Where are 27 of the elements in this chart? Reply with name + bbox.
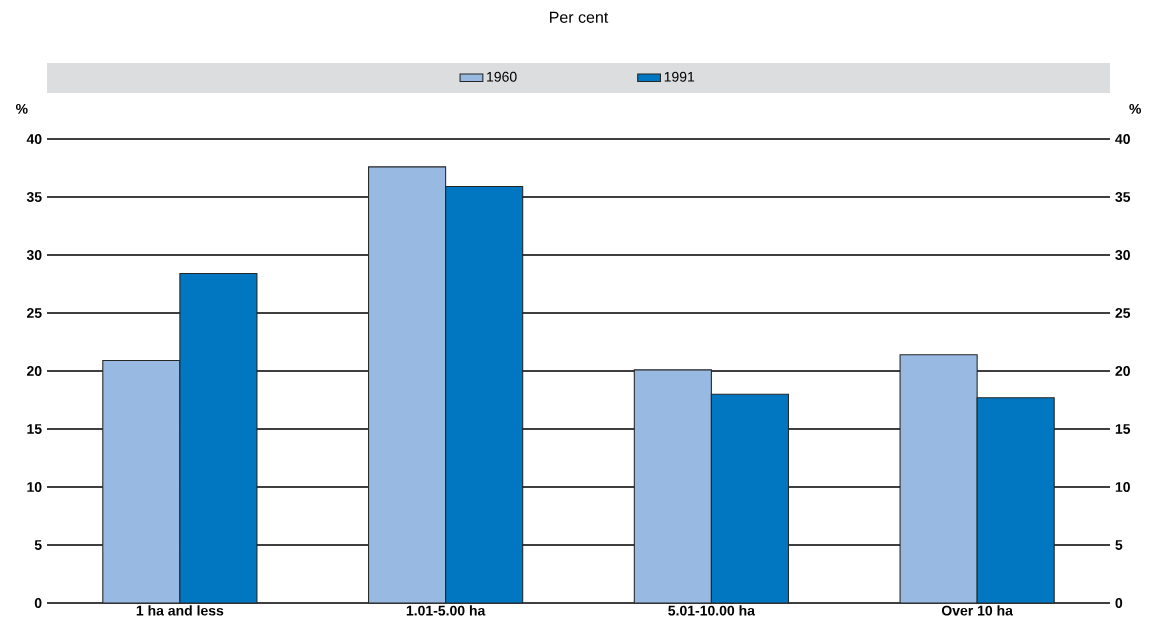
y-tick-label: 30 — [26, 250, 42, 260]
x-tick-label: Over 10 ha — [941, 605, 1013, 616]
y2-tick-label: 5 — [1115, 540, 1123, 550]
x-tick-label: 1 ha and less — [136, 605, 224, 616]
y-tick-label: 40 — [26, 134, 42, 144]
y2-tick-label: 15 — [1115, 424, 1131, 434]
y-tick-label: 35 — [26, 192, 42, 202]
y2-tick-label: 20 — [1115, 366, 1130, 376]
y2-tick-label: 10 — [1115, 482, 1130, 492]
x-tick-label: 1.01-5.00 ha — [406, 605, 486, 616]
y2-tick-label: 35 — [1115, 192, 1131, 202]
x-tick-label: 5.01-10.00 ha — [668, 605, 756, 616]
y-tick-label: 25 — [26, 308, 42, 318]
y-tick-label: 15 — [27, 424, 42, 434]
legend-label: 1991 — [664, 71, 695, 82]
y2-axis-title: % — [1129, 103, 1142, 114]
y-tick-label: 20 — [26, 366, 42, 376]
y2-tick-label: 30 — [1115, 250, 1130, 260]
y2-tick-label: 25 — [1115, 308, 1131, 318]
y-axis-title: % — [15, 103, 28, 114]
y-tick-label: 5 — [34, 540, 42, 550]
y-tick-label: 10 — [27, 482, 42, 492]
legend-label: 1960 — [487, 71, 517, 82]
y2-tick-label: 0 — [1115, 598, 1123, 608]
y-tick-label: 0 — [34, 598, 42, 608]
chart-title: Per cent — [550, 11, 609, 23]
y2-tick-label: 40 — [1115, 134, 1130, 144]
